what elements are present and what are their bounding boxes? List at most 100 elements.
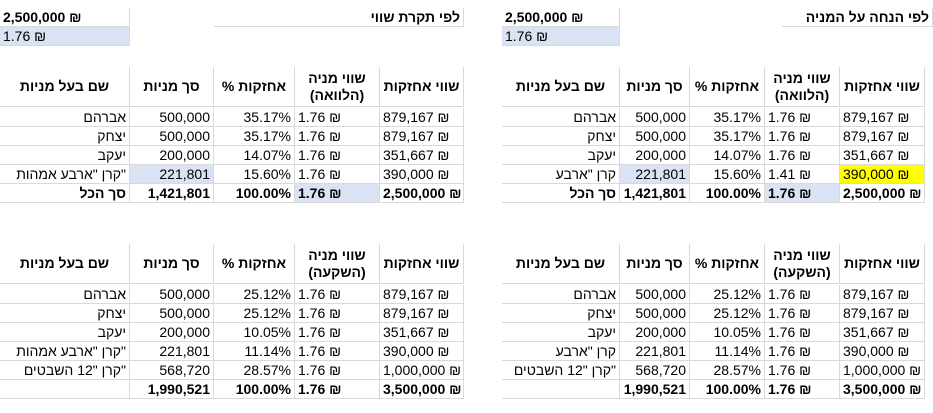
left-loan-total-col-share-value[interactable]: 1.76 ₪: [295, 184, 380, 203]
left-invest-total-col-total-shares[interactable]: 1,990,521: [130, 380, 214, 399]
right-loan-row-3-col-holder-name[interactable]: יעקב: [502, 146, 620, 165]
left-invest-row-3-col-share-value[interactable]: 1.76 ₪: [295, 323, 380, 342]
left-invest-row-4-col-holdings-value[interactable]: 390,000 ₪: [380, 342, 464, 361]
right-invest-row-5-col-holder-name[interactable]: קרן "12 השבטים": [502, 361, 620, 380]
right-loan-row-3-col-share-value[interactable]: 1.76 ₪: [765, 146, 840, 165]
right-loan-total-col-holding-pct[interactable]: 100.00%: [690, 184, 765, 203]
left-invest-row-2-col-holder-name[interactable]: יצחק: [0, 304, 130, 323]
right-invest-total-col-share-value[interactable]: 1.76 ₪: [765, 380, 840, 399]
right-loan-total-col-holdings-value[interactable]: 2,500,000 ₪: [840, 184, 925, 203]
left-loan-row-4-col-holding-pct[interactable]: 15.60%: [214, 165, 295, 184]
left-invest-row-1-col-holding-pct[interactable]: 25.12%: [214, 285, 295, 304]
left-loan-row-2-col-holdings-value[interactable]: 879,167 ₪: [380, 127, 464, 146]
left-invest-row-4-col-holding-pct[interactable]: 11.14%: [214, 342, 295, 361]
right-invest-row-3-col-holdings-value[interactable]: 351,667 ₪: [840, 323, 925, 342]
right-invest-row-5-col-holding-pct[interactable]: 28.57%: [690, 361, 765, 380]
right-invest-row-1-col-holder-name[interactable]: אברהם: [502, 285, 620, 304]
left-invest-header-share-value[interactable]: שווי מניה (השקעה): [295, 244, 380, 284]
left-invest-header-holder-name[interactable]: שם בעל מניות: [0, 244, 130, 284]
right-invest-header-total-shares[interactable]: סך מניות: [620, 244, 690, 284]
left-invest-row-3-col-holding-pct[interactable]: 10.05%: [214, 323, 295, 342]
right-invest-row-4-col-holder-name[interactable]: קרן "ארבע: [502, 342, 620, 361]
left-loan-row-2-col-share-value[interactable]: 1.76 ₪: [295, 127, 380, 146]
right-invest-row-2-col-share-value[interactable]: 1.76 ₪: [765, 304, 840, 323]
right-loan-row-2-col-holder-name[interactable]: יצחק: [502, 127, 620, 146]
left-invest-row-1-col-share-value[interactable]: 1.76 ₪: [295, 285, 380, 304]
right-loan-row-3-col-holding-pct[interactable]: 14.07%: [690, 146, 765, 165]
right-loan-row-3-col-holdings-value[interactable]: 351,667 ₪: [840, 146, 925, 165]
right-invest-row-4-col-share-value[interactable]: 1.76 ₪: [765, 342, 840, 361]
left-invest-header-holding-pct[interactable]: % אחזקות: [214, 244, 295, 284]
left-loan-header-share-value[interactable]: שווי מניה (הלוואה): [295, 67, 380, 107]
left-invest-row-5-col-holder-name[interactable]: קרן "12 השבטים": [0, 361, 130, 380]
right-loan-row-2-col-total-shares[interactable]: 500,000: [620, 127, 690, 146]
right-invest-row-2-col-holdings-value[interactable]: 879,167 ₪: [840, 304, 925, 323]
right-invest-row-1-col-total-shares[interactable]: 500,000: [620, 285, 690, 304]
left-share-price-cell[interactable]: 1.76 ₪: [0, 27, 130, 46]
right-invest-total-col-total-shares[interactable]: 1,990,521: [620, 380, 690, 399]
left-block-title[interactable]: לפי תקרת שווי: [214, 8, 464, 27]
right-loan-row-2-col-share-value[interactable]: 1.76 ₪: [765, 127, 840, 146]
right-invest-row-2-col-holding-pct[interactable]: 25.12%: [690, 304, 765, 323]
left-invest-row-3-col-holder-name[interactable]: יעקב: [0, 323, 130, 342]
left-loan-total-col-holding-pct[interactable]: 100.00%: [214, 184, 295, 203]
left-loan-row-1-col-share-value[interactable]: 1.76 ₪: [295, 108, 380, 127]
left-invest-total-col-holdings-value[interactable]: 3,500,000 ₪: [380, 380, 464, 399]
right-loan-row-1-col-holdings-value[interactable]: 879,167 ₪: [840, 108, 925, 127]
left-invest-total-col-holder-name[interactable]: [0, 380, 130, 399]
left-loan-row-1-col-holding-pct[interactable]: 35.17%: [214, 108, 295, 127]
left-loan-row-4-col-total-shares[interactable]: 221,801: [130, 165, 214, 184]
right-invest-row-1-col-holding-pct[interactable]: 25.12%: [690, 285, 765, 304]
left-loan-row-4-col-share-value[interactable]: 1.76 ₪: [295, 165, 380, 184]
left-loan-row-4-col-holdings-value[interactable]: 390,000 ₪: [380, 165, 464, 184]
left-invest-row-5-col-share-value[interactable]: 1.76 ₪: [295, 361, 380, 380]
right-loan-row-2-col-holdings-value[interactable]: 879,167 ₪: [840, 127, 925, 146]
left-loan-row-3-col-total-shares[interactable]: 200,000: [130, 146, 214, 165]
right-invest-row-1-col-holdings-value[interactable]: 879,167 ₪: [840, 285, 925, 304]
left-loan-row-3-col-holding-pct[interactable]: 14.07%: [214, 146, 295, 165]
left-loan-row-3-col-holdings-value[interactable]: 351,667 ₪: [380, 146, 464, 165]
right-loan-header-holder-name[interactable]: שם בעל מניות: [502, 67, 620, 107]
left-loan-header-holding-pct[interactable]: % אחזקות: [214, 67, 295, 107]
left-invest-row-1-col-total-shares[interactable]: 500,000: [130, 285, 214, 304]
right-loan-row-1-col-total-shares[interactable]: 500,000: [620, 108, 690, 127]
left-invest-row-5-col-total-shares[interactable]: 568,720: [130, 361, 214, 380]
left-invest-total-col-holding-pct[interactable]: 100.00%: [214, 380, 295, 399]
right-invest-row-3-col-holder-name[interactable]: יעקב: [502, 323, 620, 342]
left-loan-header-holdings-value[interactable]: שווי אחזקות: [380, 67, 464, 107]
right-invest-row-5-col-total-shares[interactable]: 568,720: [620, 361, 690, 380]
left-invest-row-3-col-holdings-value[interactable]: 351,667 ₪: [380, 323, 464, 342]
left-total-value-cell[interactable]: 2,500,000 ₪: [0, 8, 130, 27]
right-loan-row-1-col-share-value[interactable]: 1.76 ₪: [765, 108, 840, 127]
right-loan-header-total-shares[interactable]: סך מניות: [620, 67, 690, 107]
left-loan-row-1-col-holdings-value[interactable]: 879,167 ₪: [380, 108, 464, 127]
right-loan-total-col-total-shares[interactable]: 1,421,801: [620, 184, 690, 203]
left-loan-row-2-col-holder-name[interactable]: יצחק: [0, 127, 130, 146]
right-loan-header-share-value[interactable]: שווי מניה (הלוואה): [765, 67, 840, 107]
left-loan-total-col-holder-name[interactable]: סך הכל: [0, 184, 130, 203]
left-loan-row-1-col-holder-name[interactable]: אברהם: [0, 108, 130, 127]
left-loan-total-col-total-shares[interactable]: 1,421,801: [130, 184, 214, 203]
right-invest-row-5-col-holdings-value[interactable]: 1,000,000 ₪: [840, 361, 925, 380]
left-loan-row-4-col-holder-name[interactable]: קרן "ארבע אמהות": [0, 165, 130, 184]
right-invest-row-1-col-share-value[interactable]: 1.76 ₪: [765, 285, 840, 304]
right-invest-row-2-col-total-shares[interactable]: 500,000: [620, 304, 690, 323]
left-invest-row-4-col-holder-name[interactable]: קרן "ארבע אמהות": [0, 342, 130, 361]
right-invest-header-holder-name[interactable]: שם בעל מניות: [502, 244, 620, 284]
right-loan-row-4-col-holding-pct[interactable]: 15.60%: [690, 165, 765, 184]
left-loan-row-3-col-share-value[interactable]: 1.76 ₪: [295, 146, 380, 165]
left-loan-row-2-col-holding-pct[interactable]: 35.17%: [214, 127, 295, 146]
right-invest-row-3-col-total-shares[interactable]: 200,000: [620, 323, 690, 342]
left-invest-total-col-share-value[interactable]: 1.76 ₪: [295, 380, 380, 399]
right-loan-row-4-col-holdings-value[interactable]: 390,000 ₪: [840, 165, 925, 184]
right-invest-total-col-holder-name[interactable]: [502, 380, 620, 399]
right-loan-row-4-col-share-value[interactable]: 1.41 ₪: [765, 165, 840, 184]
left-invest-row-1-col-holdings-value[interactable]: 879,167 ₪: [380, 285, 464, 304]
left-invest-row-4-col-share-value[interactable]: 1.76 ₪: [295, 342, 380, 361]
right-loan-row-3-col-total-shares[interactable]: 200,000: [620, 146, 690, 165]
right-invest-row-2-col-holder-name[interactable]: יצחק: [502, 304, 620, 323]
right-invest-header-holding-pct[interactable]: % אחזקות: [690, 244, 765, 284]
left-loan-total-col-holdings-value[interactable]: 2,500,000 ₪: [380, 184, 464, 203]
left-invest-header-holdings-value[interactable]: שווי אחזקות: [380, 244, 464, 284]
right-invest-row-3-col-share-value[interactable]: 1.76 ₪: [765, 323, 840, 342]
